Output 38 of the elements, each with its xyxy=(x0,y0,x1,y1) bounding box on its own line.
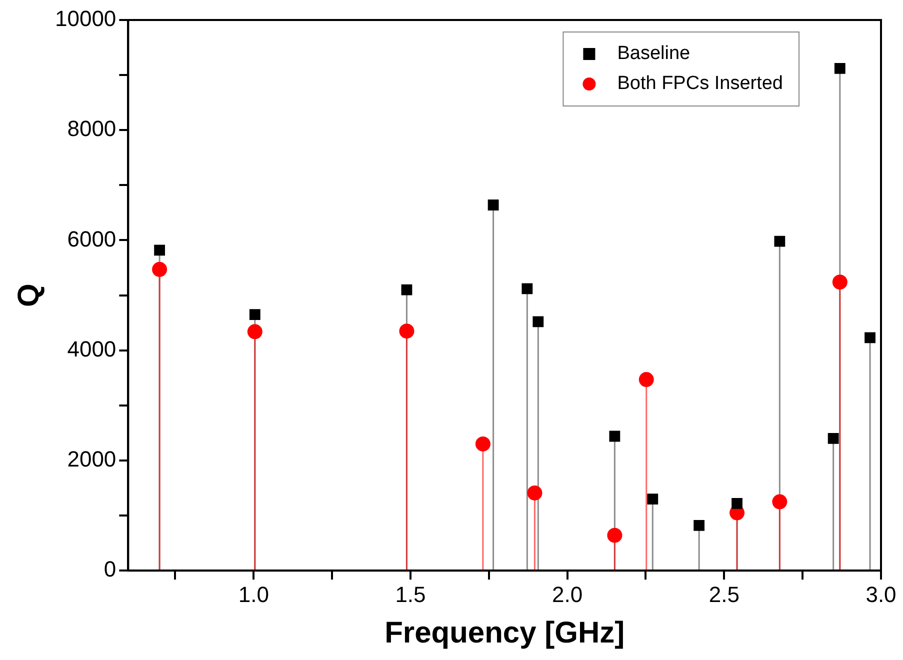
point xyxy=(475,436,490,452)
x-tick-label: 1.0 xyxy=(238,582,269,607)
point xyxy=(399,324,414,339)
x-tick-label: 3.0 xyxy=(866,582,896,607)
point xyxy=(609,430,620,442)
y-tick-label: 4000 xyxy=(67,336,116,362)
point xyxy=(152,262,168,277)
point xyxy=(832,274,848,290)
point xyxy=(834,63,846,74)
y-tick-label: 10000 xyxy=(54,6,116,32)
point xyxy=(732,498,742,509)
x-tick-label: 2.5 xyxy=(708,582,740,607)
y-tick-label: 2000 xyxy=(67,446,116,472)
point xyxy=(647,494,658,504)
point xyxy=(249,309,260,320)
point xyxy=(774,236,786,247)
point xyxy=(488,200,499,210)
point xyxy=(864,332,876,344)
point xyxy=(638,372,654,388)
x-axis-title: Frequency [GHz] xyxy=(384,616,625,650)
legend-label: Baseline xyxy=(617,43,690,64)
point xyxy=(522,283,533,294)
point xyxy=(828,433,839,444)
point xyxy=(532,316,544,328)
point xyxy=(527,485,542,500)
x-tick-label: 2.0 xyxy=(552,582,583,607)
y-tick-label: 0 xyxy=(104,556,116,582)
x-tick-label: 1.5 xyxy=(395,582,426,607)
point xyxy=(401,284,412,296)
y-axis-title: Q xyxy=(12,284,46,307)
point xyxy=(694,520,705,531)
legend-label: Both FPCs Inserted xyxy=(617,73,783,94)
point xyxy=(154,244,165,256)
point xyxy=(247,324,262,340)
y-tick-label: 6000 xyxy=(67,226,116,252)
point xyxy=(607,528,622,543)
y-tick-label: 8000 xyxy=(67,116,116,142)
point xyxy=(772,494,788,510)
